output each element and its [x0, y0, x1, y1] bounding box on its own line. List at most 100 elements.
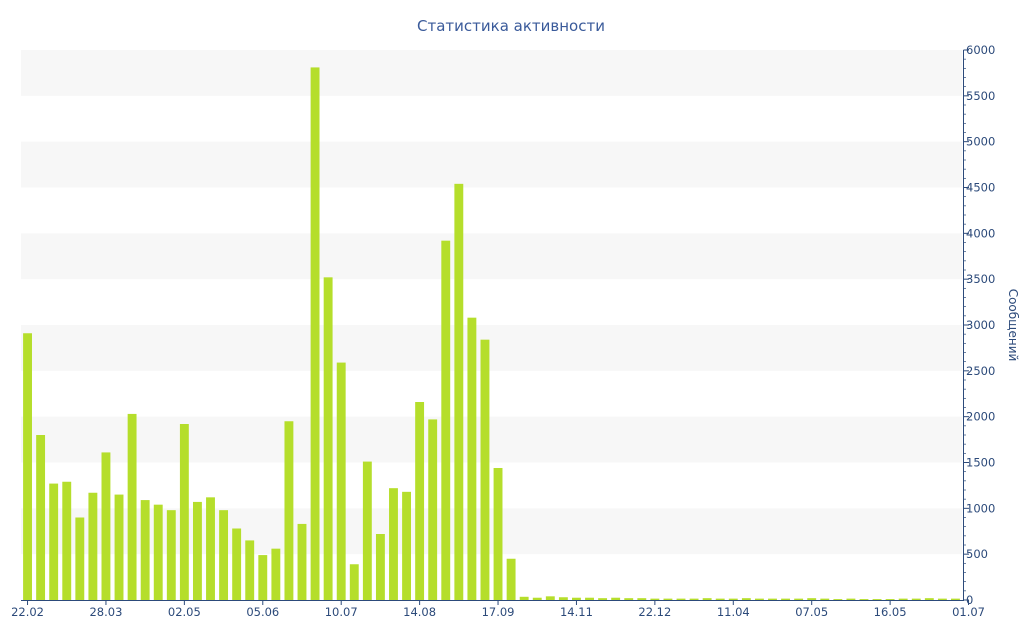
bar: [323, 277, 333, 600]
bar: [62, 481, 72, 600]
bar: [859, 599, 869, 600]
bar: [532, 597, 542, 600]
bar: [741, 598, 751, 600]
bar: [415, 402, 425, 600]
y-tick-label: 4000: [966, 226, 995, 240]
bar: [937, 598, 947, 601]
bar: [75, 517, 85, 600]
bar: [833, 599, 843, 600]
bar: [389, 488, 398, 600]
y-tick-label: 4500: [966, 181, 995, 195]
y-tick-label: 2000: [966, 410, 995, 424]
y-axis-label: Сообщений: [1006, 289, 1020, 362]
bar: [572, 597, 581, 600]
bar: [768, 598, 777, 601]
bar: [924, 598, 934, 600]
bar: [872, 599, 882, 600]
bar: [820, 598, 830, 601]
y-tick-label: 5000: [966, 135, 995, 149]
bar: [637, 598, 647, 600]
grid-band: [21, 233, 962, 280]
bar: [951, 598, 960, 601]
x-tick-label: 14.11: [560, 605, 593, 619]
bar: [140, 500, 150, 600]
y-tick-label: 6000: [966, 43, 995, 57]
x-tick-label: 01.07: [952, 605, 985, 619]
bar: [114, 494, 124, 600]
bar: [349, 564, 359, 600]
bar: [846, 598, 856, 601]
y-tick-label: 1000: [966, 501, 995, 515]
bar: [219, 510, 229, 600]
x-tick-label: 17.09: [482, 605, 515, 619]
bar: [297, 523, 307, 600]
bar: [441, 240, 451, 601]
x-tick-label: 14.08: [403, 605, 436, 619]
chart-title: Статистика активности: [417, 17, 605, 35]
bar: [624, 598, 634, 600]
grid-band: [21, 141, 962, 188]
bar: [598, 598, 608, 600]
y-tick-label: 5500: [966, 89, 995, 103]
bar: [885, 599, 895, 600]
x-tick-label: 05.06: [246, 605, 279, 619]
bar: [519, 596, 529, 600]
bar: [545, 596, 555, 600]
bar: [271, 548, 281, 600]
y-tick-label: 500: [966, 547, 988, 561]
bar: [127, 413, 137, 600]
x-tick-label: 07.05: [795, 605, 828, 619]
bar: [585, 597, 594, 600]
x-tick-labels: 22.02 28.03 02.05 05.06 10.07 14.08 17.09 14.11…: [11, 600, 985, 619]
y-tick-label: 2500: [966, 364, 995, 378]
y-tick-label: 3000: [966, 318, 995, 332]
y-tick-labels: 0 500 1000 1500 2000 2500 3000 3500 4000 4500 5000…: [963, 43, 995, 607]
bar: [153, 504, 163, 600]
y-tick-label: 1500: [966, 456, 995, 470]
x-tick-label: 22.12: [638, 605, 671, 619]
bar: [192, 501, 202, 600]
bar: [336, 362, 346, 600]
bar: [650, 598, 660, 601]
bar: [807, 598, 817, 600]
bar: [206, 497, 215, 600]
bar: [402, 491, 411, 600]
bar: [166, 510, 176, 600]
bar: [493, 468, 503, 600]
bar: [689, 598, 699, 601]
bar: [428, 419, 438, 600]
bar: [663, 598, 673, 601]
bar: [179, 424, 189, 600]
x-tick-label: 28.03: [89, 605, 122, 619]
bar: [558, 597, 568, 600]
bar: [467, 317, 477, 600]
grid-band: [21, 508, 962, 555]
x-tick-label: 16.05: [874, 605, 907, 619]
bar: [676, 598, 686, 601]
bar-series: [23, 67, 960, 601]
x-tick-label: 11.04: [717, 605, 750, 619]
bar: [310, 67, 320, 601]
bar: [258, 555, 268, 600]
bar: [715, 598, 725, 601]
bar: [898, 598, 908, 601]
bar: [781, 598, 791, 601]
bar: [754, 598, 764, 601]
bar: [284, 421, 294, 600]
grid-band: [21, 416, 962, 463]
y-tick-label: 3500: [966, 272, 995, 286]
bar: [101, 452, 111, 600]
bar: [506, 558, 516, 600]
bar: [362, 461, 372, 600]
bar: [480, 339, 490, 600]
bar: [232, 528, 242, 600]
bar: [728, 598, 738, 601]
bar: [23, 333, 32, 600]
grid-band: [21, 50, 962, 96]
bar: [49, 483, 59, 600]
bar: [911, 598, 921, 601]
bar: [88, 492, 98, 600]
y-tick-label: 0: [966, 593, 973, 607]
grid-bands: [21, 50, 962, 555]
